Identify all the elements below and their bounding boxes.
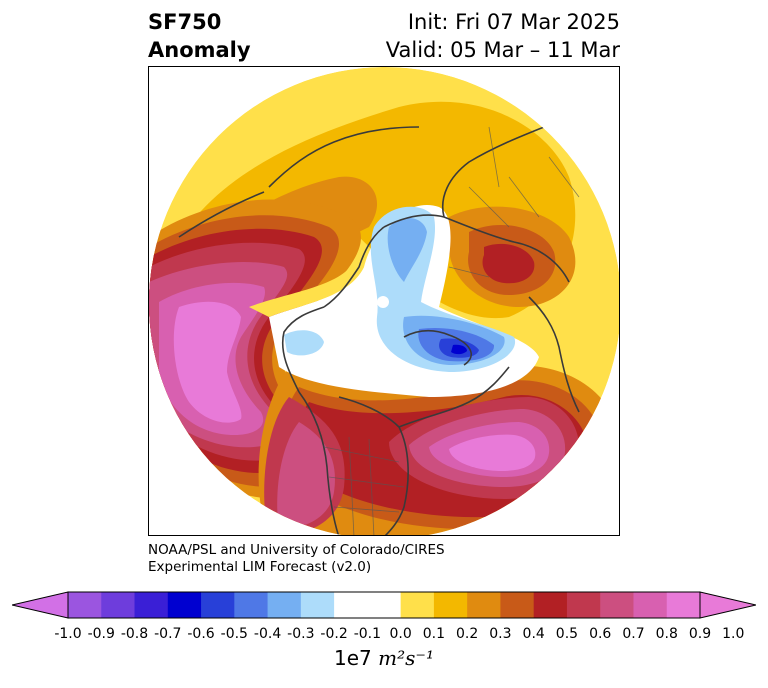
colorbar-cell <box>433 592 468 618</box>
valid-range: Valid: 05 Mar – 11 Mar <box>385 38 620 62</box>
map-title: SF750 Anomaly <box>148 8 251 64</box>
filled-contours <box>149 67 619 535</box>
colorbar-cell <box>134 592 169 618</box>
colorbar-cells <box>68 592 701 618</box>
colorbar-cell <box>633 592 668 618</box>
colorbar-tick-label: 1.0 <box>722 626 745 642</box>
colorbar-cell <box>167 592 202 618</box>
units-prefix: 1e7 <box>334 646 372 670</box>
anomaly-label: Anomaly <box>148 38 251 62</box>
variable-label: SF750 <box>148 10 222 34</box>
colorbar-cell <box>367 592 402 618</box>
colorbar-cell <box>400 592 435 618</box>
colorbar-tick-label: 0.6 <box>589 626 612 642</box>
colorbar-cell <box>201 592 235 618</box>
colorbar-tick-label: 0.9 <box>688 626 712 642</box>
colorbar-tick-label: -0.1 <box>353 626 382 642</box>
colorbar-cell <box>300 592 335 618</box>
colorbar-tick-label: 0.2 <box>456 626 479 642</box>
colorbar-tick-label: -0.9 <box>87 626 115 642</box>
colorbar-tick-label: 0.1 <box>422 626 446 642</box>
colorbar-tick-label: -0.8 <box>120 626 149 642</box>
colorbar-cell <box>68 592 102 618</box>
colorbar-units: 1e7 m²s⁻¹ <box>0 646 768 670</box>
colorbar-under-arrow <box>12 591 69 619</box>
colorbar-tick-label: 0.8 <box>655 626 678 642</box>
coastlines <box>178 126 580 535</box>
colorbar-tick-label: -0.3 <box>287 626 315 642</box>
colorbar-cell <box>234 592 269 618</box>
colorbar-tick-label: -0.5 <box>220 626 248 642</box>
colorbar-cell <box>334 592 368 618</box>
colorbar-cell <box>267 592 302 618</box>
colorbar <box>12 591 756 619</box>
colorbar-cell <box>500 592 535 618</box>
colorbar-cell <box>566 592 601 618</box>
colorbar-tick-label: 0.5 <box>555 626 579 642</box>
colorbar-cell <box>101 592 136 618</box>
colorbar-tick-label: 0.3 <box>489 626 512 642</box>
forecast-dates: Init: Fri 07 Mar 2025 Valid: 05 Mar – 11… <box>386 8 620 64</box>
colorbar-tick-label: 0.4 <box>522 626 545 642</box>
colorbar-tick-label: -1.0 <box>54 626 82 642</box>
credit-line-1: NOAA/PSL and University of Colorado/CIRE… <box>148 542 445 558</box>
colorbar-tick-label: -0.7 <box>154 626 182 642</box>
colorbar-tick-label: -0.6 <box>187 626 215 642</box>
colorbar-cell <box>533 592 568 618</box>
credit-line-2: Experimental LIM Forecast (v2.0) <box>148 559 372 575</box>
colorbar-tick-label: -0.4 <box>253 626 282 642</box>
colorbar-over-arrow <box>699 591 756 619</box>
polar-map <box>148 66 620 536</box>
colorbar-tick-label: 0.0 <box>389 626 412 642</box>
units-expression: m²s⁻¹ <box>378 646 434 670</box>
colorbar-outline <box>67 591 701 619</box>
colorbar-cell <box>467 592 501 618</box>
colorbar-tick-label: -0.2 <box>320 626 348 642</box>
init-date: Init: Fri 07 Mar 2025 <box>407 10 620 34</box>
colorbar-cell <box>666 592 701 618</box>
colorbar-cell <box>600 592 634 618</box>
credit-text: NOAA/PSL and University of Colorado/CIRE… <box>148 542 445 576</box>
colorbar-ticks: -1.0 -0.9 -0.8 -0.7 -0.6 -0.5 -0.4 -0.3 -0.2 -0.1… <box>0 626 768 646</box>
colorbar-tick-label: 0.7 <box>622 626 645 642</box>
anomaly-field <box>149 67 619 535</box>
